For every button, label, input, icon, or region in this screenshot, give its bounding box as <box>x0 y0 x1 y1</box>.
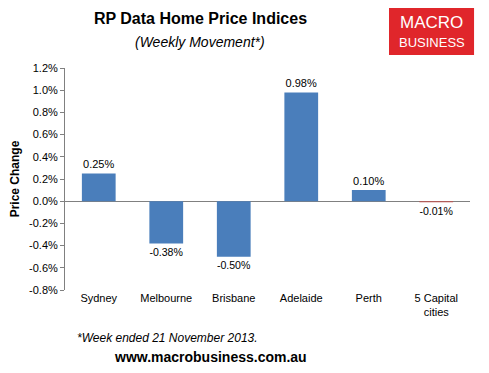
svg-text:-0.8%: -0.8% <box>29 284 58 296</box>
svg-text:Brisbane: Brisbane <box>212 292 255 304</box>
svg-text:-0.6%: -0.6% <box>29 262 58 274</box>
svg-text:www.macrobusiness.com.au: www.macrobusiness.com.au <box>114 349 307 365</box>
svg-text:0.2%: 0.2% <box>33 173 58 185</box>
svg-text:0.10%: 0.10% <box>353 175 384 187</box>
svg-text:Perth: Perth <box>356 292 382 304</box>
svg-text:0.4%: 0.4% <box>33 151 58 163</box>
svg-text:0.25%: 0.25% <box>83 158 114 170</box>
svg-text:0.8%: 0.8% <box>33 106 58 118</box>
svg-text:0.98%: 0.98% <box>286 77 317 89</box>
svg-text:(Weekly Movement*): (Weekly Movement*) <box>135 34 265 50</box>
svg-text:BUSINESS: BUSINESS <box>399 35 465 50</box>
svg-text:-0.01%: -0.01% <box>419 205 453 217</box>
svg-text:1.0%: 1.0% <box>33 84 58 96</box>
svg-text:Sydney: Sydney <box>80 292 117 304</box>
svg-text:-0.38%: -0.38% <box>149 246 183 258</box>
svg-text:0.0%: 0.0% <box>33 195 58 207</box>
svg-text:Adelaide: Adelaide <box>280 292 323 304</box>
svg-text:-0.50%: -0.50% <box>217 259 251 271</box>
svg-text:*Week ended 21 November 2013.: *Week ended 21 November 2013. <box>77 331 258 345</box>
svg-text:-0.2%: -0.2% <box>29 217 58 229</box>
svg-text:5 Capitalcities: 5 Capitalcities <box>415 292 458 318</box>
svg-text:Price Change: Price Change <box>8 140 22 217</box>
svg-text:-0.4%: -0.4% <box>29 239 58 251</box>
svg-text:RP Data Home Price Indices: RP Data Home Price Indices <box>94 10 307 27</box>
svg-text:MACRO: MACRO <box>400 13 463 32</box>
svg-text:0.6%: 0.6% <box>33 128 58 140</box>
svg-text:Melbourne: Melbourne <box>140 292 192 304</box>
svg-text:1.2%: 1.2% <box>33 62 58 74</box>
